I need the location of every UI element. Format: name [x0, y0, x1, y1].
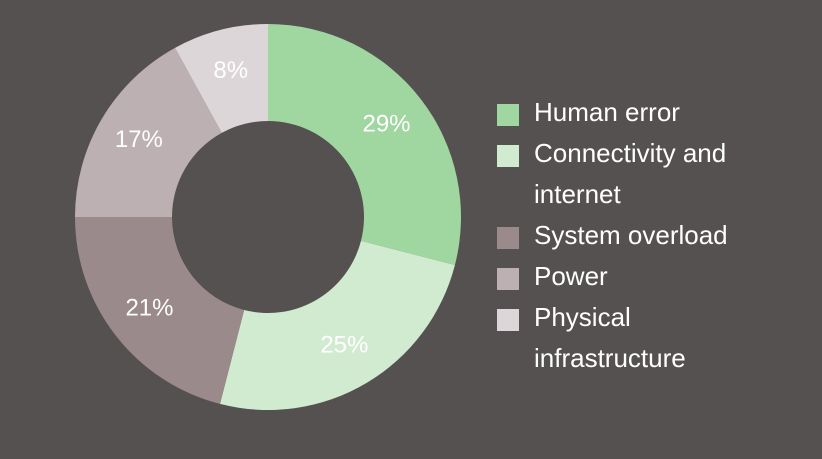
- data-label: 25%: [320, 331, 368, 358]
- data-label: 21%: [125, 294, 173, 321]
- data-label: 8%: [213, 57, 248, 84]
- data-label: 17%: [115, 126, 163, 153]
- legend-swatch: [497, 227, 519, 249]
- legend-swatch: [497, 145, 519, 167]
- legend-label: Power: [534, 261, 608, 291]
- legend-label: Human error: [534, 97, 680, 127]
- legend-item: Physical infrastructure: [497, 297, 759, 379]
- legend-swatch: [497, 268, 519, 290]
- legend-item: System overload: [497, 215, 759, 256]
- legend-swatch: [497, 309, 519, 331]
- legend-label: Physical infrastructure: [534, 302, 686, 373]
- legend-swatch: [497, 104, 519, 126]
- donut-slice: [268, 24, 461, 265]
- legend-label: Connectivity and internet: [534, 138, 727, 209]
- legend-label: System overload: [534, 220, 728, 250]
- data-label: 29%: [362, 110, 410, 137]
- legend-item: Human error: [497, 92, 759, 133]
- legend-item: Power: [497, 256, 759, 297]
- donut-slice: [75, 217, 245, 404]
- donut-slice: [75, 47, 222, 218]
- legend-item: Connectivity and internet: [497, 133, 759, 215]
- donut-slice: [175, 24, 268, 133]
- legend: Human error Connectivity and internet Syst…: [497, 92, 759, 379]
- donut-slice: [220, 240, 455, 410]
